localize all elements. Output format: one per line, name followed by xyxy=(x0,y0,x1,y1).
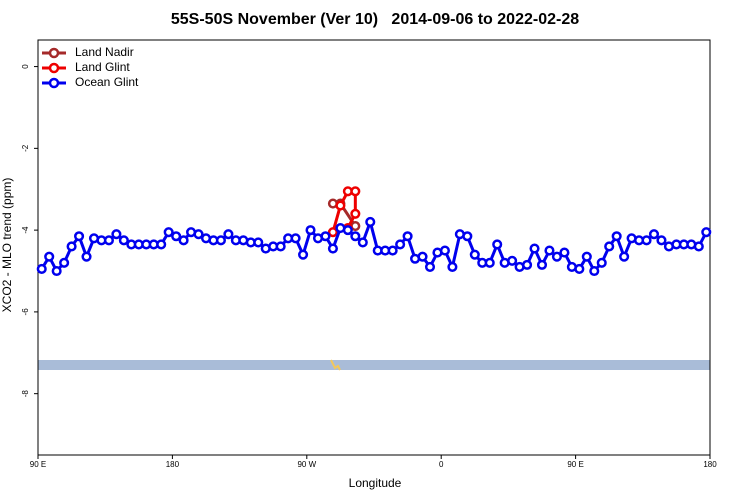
point xyxy=(574,263,585,275)
point xyxy=(350,231,361,242)
chart-title: 55S-50S November (Ver 10) 2014-09-06 to … xyxy=(171,11,579,28)
point xyxy=(298,249,309,260)
point xyxy=(156,239,167,250)
point xyxy=(604,241,615,252)
y-axis-label: XCO2 - MLO trend (ppm) xyxy=(0,178,14,313)
point xyxy=(589,265,600,277)
point xyxy=(178,235,189,246)
point xyxy=(357,237,368,248)
legend-marker xyxy=(48,77,60,89)
point xyxy=(596,257,607,268)
point xyxy=(536,259,548,270)
point xyxy=(648,229,660,240)
x-tick-label: 180 xyxy=(166,460,180,469)
point xyxy=(253,237,264,248)
point xyxy=(656,235,667,246)
point xyxy=(305,225,316,236)
y-tick-label: -8 xyxy=(21,390,30,398)
point xyxy=(36,263,47,275)
legend-label: Ocean Glint xyxy=(75,75,139,89)
band-marker xyxy=(330,359,341,371)
band xyxy=(38,360,710,370)
plot-frame xyxy=(37,39,711,456)
point xyxy=(544,245,555,256)
point xyxy=(223,229,234,240)
x-tick-label: 180 xyxy=(703,460,717,469)
point xyxy=(44,251,55,262)
x-tick-label: 90 W xyxy=(297,460,316,469)
point xyxy=(163,227,174,238)
point xyxy=(335,200,346,211)
point xyxy=(290,233,301,244)
point xyxy=(507,255,518,266)
point xyxy=(484,257,495,268)
point xyxy=(118,235,129,246)
point xyxy=(51,265,62,277)
point xyxy=(447,261,458,272)
x-tick-label: 0 xyxy=(439,460,444,469)
point xyxy=(693,241,704,252)
point xyxy=(327,227,338,238)
legend-marker xyxy=(48,62,60,74)
point xyxy=(417,251,428,262)
y-tick-label: 0 xyxy=(21,64,30,69)
point xyxy=(59,257,70,268)
point xyxy=(387,245,398,256)
point xyxy=(350,186,361,197)
point xyxy=(111,229,122,240)
point xyxy=(619,251,630,262)
point xyxy=(365,216,376,227)
point xyxy=(103,235,114,246)
point xyxy=(522,259,533,270)
point xyxy=(275,241,286,252)
y-tick-label: -6 xyxy=(21,308,30,316)
point xyxy=(74,231,85,242)
point xyxy=(342,225,353,236)
point xyxy=(529,243,540,254)
point xyxy=(492,239,503,250)
legend-label: Land Nadir xyxy=(75,45,134,59)
point xyxy=(215,235,226,246)
point xyxy=(81,251,92,262)
x-tick-label: 90 E xyxy=(30,460,46,469)
point xyxy=(611,231,622,242)
point xyxy=(641,235,652,246)
point xyxy=(581,251,592,262)
point xyxy=(193,229,204,240)
legend-marker xyxy=(48,47,60,59)
point xyxy=(469,249,480,260)
legend-label: Land Glint xyxy=(75,60,130,74)
point xyxy=(559,247,570,258)
point xyxy=(462,231,473,242)
x-axis-label: Longitude xyxy=(349,476,402,490)
point xyxy=(395,239,406,250)
x-tick-label: 90 E xyxy=(567,460,583,469)
point xyxy=(66,241,77,252)
point xyxy=(402,231,413,242)
point xyxy=(320,231,331,242)
point xyxy=(701,227,712,238)
point xyxy=(551,251,562,262)
point xyxy=(424,261,436,272)
point xyxy=(171,231,182,242)
point xyxy=(439,245,450,256)
point xyxy=(350,208,361,219)
y-tick-label: -2 xyxy=(21,144,30,152)
y-tick-label: -4 xyxy=(21,226,30,234)
point xyxy=(327,243,338,254)
